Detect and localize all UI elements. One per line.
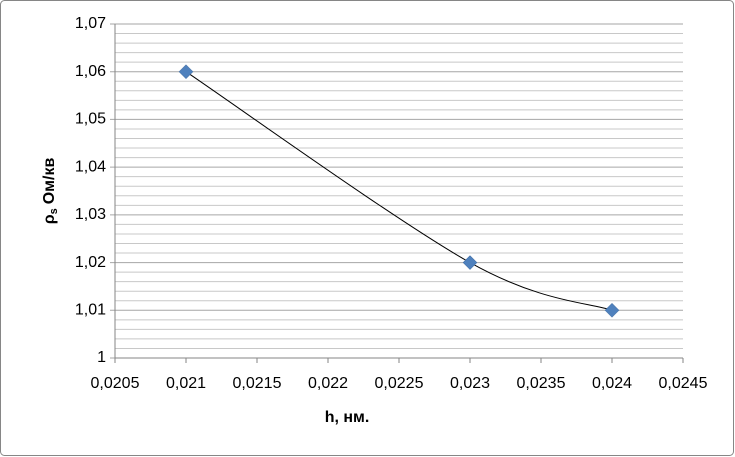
y-tick-label: 1,07 bbox=[75, 15, 106, 32]
y-tick-label: 1,03 bbox=[75, 206, 106, 223]
y-label-symbol: ρ bbox=[41, 214, 58, 224]
x-tick-label: 0,0205 bbox=[91, 375, 140, 392]
y-tick-label: 1,05 bbox=[75, 111, 106, 128]
x-tick-label: 0,0215 bbox=[233, 375, 282, 392]
y-label-sub: s bbox=[48, 208, 60, 214]
marker bbox=[462, 255, 478, 270]
x-tick-label: 0,021 bbox=[166, 375, 206, 392]
y-tick-label: 1,06 bbox=[75, 63, 106, 80]
y-axis-label: ρs Ом/кв bbox=[41, 158, 60, 225]
marker bbox=[178, 64, 194, 80]
y-label-unit: Ом/кв bbox=[41, 158, 58, 205]
x-tick-label: 0,0245 bbox=[659, 375, 708, 392]
x-axis-label: h, нм. bbox=[325, 409, 370, 426]
y-tick-label: 1,04 bbox=[75, 158, 106, 175]
y-tick-label: 1,01 bbox=[75, 302, 106, 319]
trend-line bbox=[185, 71, 613, 311]
marker bbox=[604, 302, 620, 318]
x-tick-label: 0,024 bbox=[592, 375, 632, 392]
x-tick-label: 0,0235 bbox=[517, 375, 566, 392]
x-tick-label: 0,022 bbox=[308, 375, 348, 392]
x-tick-label: 0,0225 bbox=[375, 375, 424, 392]
y-tick-label: 1,02 bbox=[75, 254, 106, 271]
x-tick-label: 0,023 bbox=[450, 375, 490, 392]
y-tick-label: 1 bbox=[97, 349, 106, 366]
